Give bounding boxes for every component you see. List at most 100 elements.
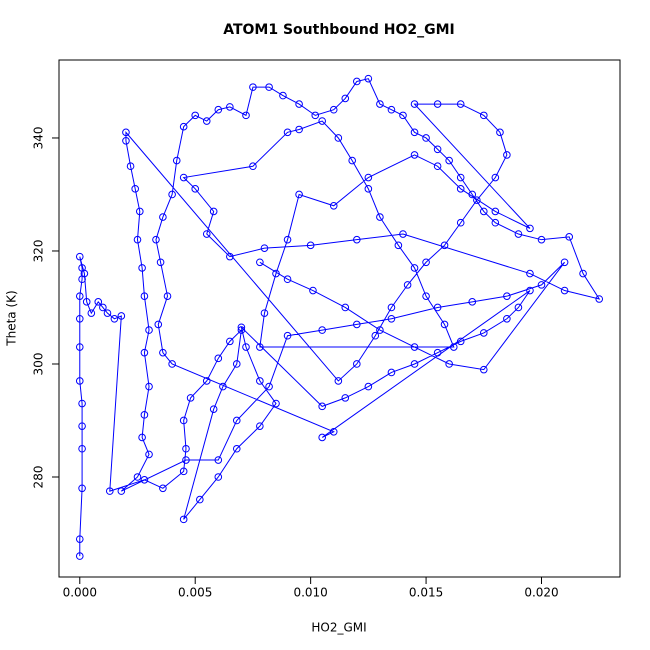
point xyxy=(136,207,144,216)
point xyxy=(496,128,504,137)
point xyxy=(445,156,453,165)
point xyxy=(479,111,488,120)
point xyxy=(410,128,419,137)
point xyxy=(140,292,149,300)
point xyxy=(491,207,500,216)
point xyxy=(479,365,488,374)
point xyxy=(214,473,223,481)
point xyxy=(456,100,465,108)
point xyxy=(75,377,84,385)
point xyxy=(364,74,373,83)
x-tick-label: 0.015 xyxy=(409,586,443,600)
point xyxy=(479,329,488,337)
point xyxy=(526,269,534,278)
point xyxy=(309,286,317,295)
point xyxy=(433,303,442,312)
point xyxy=(78,399,86,408)
point xyxy=(318,326,326,334)
point xyxy=(387,314,396,323)
point xyxy=(348,156,356,165)
point xyxy=(256,377,264,385)
point xyxy=(260,309,269,317)
point xyxy=(75,252,84,261)
point xyxy=(329,201,338,210)
point xyxy=(219,382,227,391)
point xyxy=(214,354,223,363)
point xyxy=(514,303,523,312)
point xyxy=(440,320,449,329)
point xyxy=(399,111,407,120)
point xyxy=(560,286,569,295)
point xyxy=(179,467,188,476)
point xyxy=(156,258,165,267)
point xyxy=(526,224,534,233)
point xyxy=(80,269,89,278)
point xyxy=(122,136,130,145)
point xyxy=(145,326,153,334)
point xyxy=(334,377,343,385)
point xyxy=(376,100,384,108)
point xyxy=(191,111,200,120)
point xyxy=(242,111,250,120)
point xyxy=(295,190,303,199)
point xyxy=(117,312,126,320)
point xyxy=(341,394,350,402)
point xyxy=(140,348,149,357)
point xyxy=(182,456,190,464)
point xyxy=(341,303,350,312)
x-axis-label: HO2_GMI xyxy=(311,621,366,635)
point xyxy=(179,122,188,131)
point xyxy=(376,213,384,221)
point xyxy=(214,456,223,464)
point xyxy=(172,156,181,165)
point xyxy=(341,94,350,103)
point xyxy=(75,552,84,560)
point xyxy=(232,416,241,425)
point xyxy=(75,343,84,351)
point xyxy=(503,314,511,323)
y-tick-label: 320 xyxy=(32,240,46,263)
point xyxy=(565,233,574,241)
x-tick-label: 0.000 xyxy=(63,586,97,600)
point xyxy=(387,303,396,312)
chart-title: ATOM1 Southbound HO2_GMI xyxy=(223,22,455,38)
point xyxy=(410,343,419,351)
point xyxy=(256,422,264,430)
point xyxy=(179,515,188,524)
y-tick-label: 300 xyxy=(32,353,46,376)
point xyxy=(433,162,442,171)
point xyxy=(256,343,264,351)
point xyxy=(491,218,500,227)
point xyxy=(237,326,246,334)
point xyxy=(191,185,200,193)
point xyxy=(449,343,458,351)
point xyxy=(503,292,511,300)
point xyxy=(318,117,326,125)
point xyxy=(456,218,465,227)
point xyxy=(75,314,84,323)
point xyxy=(491,173,500,182)
point xyxy=(103,309,112,317)
point xyxy=(329,427,338,436)
point xyxy=(94,298,103,306)
point xyxy=(196,495,204,504)
point xyxy=(283,235,292,244)
point xyxy=(353,235,361,244)
point xyxy=(226,337,234,346)
point xyxy=(399,230,407,238)
point xyxy=(249,162,257,171)
point xyxy=(145,450,153,459)
point xyxy=(306,241,315,250)
point xyxy=(138,264,146,272)
point xyxy=(122,128,130,137)
point xyxy=(433,100,442,108)
point xyxy=(168,360,176,368)
point xyxy=(232,360,241,368)
point xyxy=(387,368,396,377)
point xyxy=(140,476,149,484)
series-line xyxy=(79,78,601,557)
point xyxy=(387,105,396,114)
point xyxy=(433,348,442,357)
point xyxy=(78,484,86,493)
point xyxy=(479,207,488,216)
